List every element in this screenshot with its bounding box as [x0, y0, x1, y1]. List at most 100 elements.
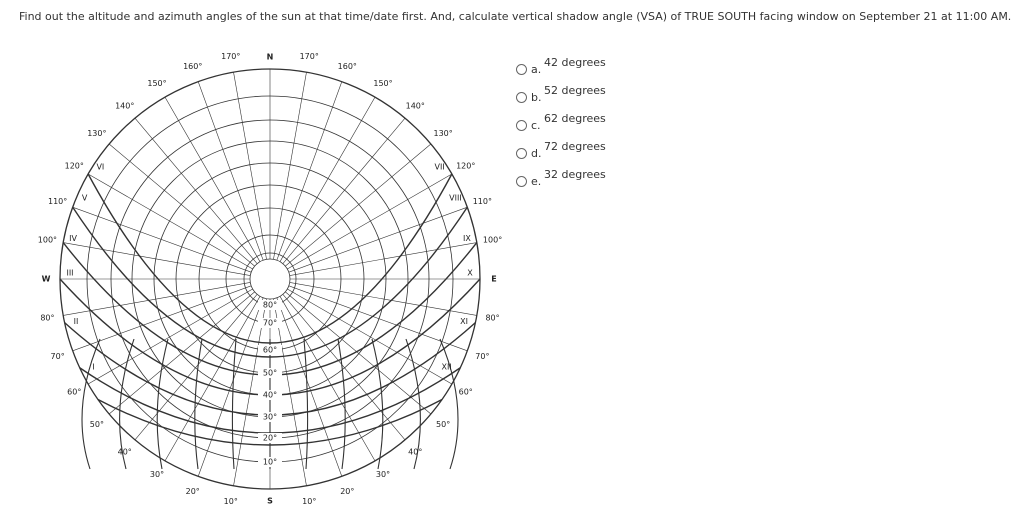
hour-line: [231, 338, 237, 470]
radio[interactable]: [516, 148, 527, 159]
azimuth-line: [63, 242, 251, 276]
azimuth-line: [233, 72, 267, 260]
azimuth-label: 150°: [147, 79, 166, 88]
altitude-label: 60°: [263, 346, 277, 355]
azimuth-line: [108, 291, 255, 415]
azimuth-line: [134, 117, 258, 264]
month-label: X: [467, 269, 473, 278]
azimuth-line: [285, 291, 432, 415]
option-letter: c.: [531, 119, 541, 132]
azimuth-label: 60°: [459, 388, 473, 397]
azimuth-label: 160°: [183, 62, 202, 71]
altitude-label-bg: [258, 457, 282, 467]
azimuth-label: 140°: [115, 101, 134, 110]
azimuth-label: 150°: [373, 79, 392, 88]
zenith-ring: [249, 258, 291, 300]
hour-line: [156, 338, 169, 470]
radio[interactable]: [516, 176, 527, 187]
altitude-label-bg: [258, 345, 282, 355]
azimuth-line: [287, 288, 453, 385]
azimuth-label: 80°: [40, 314, 54, 323]
radio[interactable]: [516, 64, 527, 75]
month-label: IX: [463, 234, 471, 243]
azimuth-line: [285, 143, 432, 267]
month-label: VII: [435, 163, 445, 172]
option-letter: d.: [531, 147, 542, 160]
azimuth-line: [197, 81, 264, 261]
radio[interactable]: [516, 92, 527, 103]
azimuth-line: [279, 96, 376, 262]
azimuth-label: 110°: [48, 197, 67, 206]
option-letter: b.: [531, 91, 542, 104]
azimuth-line: [164, 96, 261, 262]
azimuth-label: 30°: [150, 470, 164, 479]
month-label: V: [82, 194, 88, 203]
azimuth-label: 40°: [118, 448, 132, 457]
hour-line: [337, 338, 346, 470]
direction-label: W: [42, 275, 51, 284]
azimuth-label: 20°: [186, 487, 200, 496]
azimuth-line: [288, 285, 468, 352]
direction-label: S: [267, 497, 273, 506]
question: Find out the altitude and azimuth angles…: [19, 10, 1012, 23]
month-label: VI: [96, 163, 104, 172]
altitude-label: 80°: [263, 301, 277, 310]
altitude-label: 20°: [263, 434, 277, 443]
altitude-label-bg: [258, 318, 282, 328]
azimuth-line: [63, 282, 251, 316]
altitude-label: 70°: [263, 319, 277, 328]
azimuth-line: [197, 297, 264, 477]
radio[interactable]: [516, 120, 527, 131]
hour-line: [194, 338, 203, 470]
hour-line: [303, 338, 309, 470]
azimuth-line: [134, 294, 258, 441]
option-text: 32 degrees: [544, 168, 606, 181]
altitude-label-bg: [258, 433, 282, 443]
azimuth-label: 50°: [90, 420, 104, 429]
altitude-label: 30°: [263, 413, 277, 422]
azimuth-line: [282, 294, 406, 441]
azimuth-label: 70°: [475, 352, 489, 361]
azimuth-line: [72, 285, 252, 352]
altitude-label: 40°: [263, 391, 277, 400]
azimuth-line: [108, 143, 255, 267]
azimuth-label: 60°: [67, 388, 81, 397]
option-text: 42 degrees: [544, 56, 606, 69]
altitude-label-bg: [258, 412, 282, 422]
azimuth-label: 10°: [302, 497, 316, 506]
azimuth-line: [233, 298, 267, 486]
azimuth-line: [87, 173, 253, 270]
month-label: IV: [69, 234, 77, 243]
azimuth-line: [72, 206, 252, 273]
azimuth-label: 130°: [433, 129, 452, 138]
azimuth-label: 20°: [340, 487, 354, 496]
azimuth-line: [273, 72, 307, 260]
azimuth-label: 80°: [485, 314, 499, 323]
azimuth-label: 120°: [65, 162, 84, 171]
azimuth-label: 40°: [408, 448, 422, 457]
azimuth-label: 100°: [38, 235, 57, 244]
azimuth-label: 120°: [456, 162, 475, 171]
hour-line: [405, 338, 421, 470]
direction-label: E: [491, 275, 496, 284]
hour-line: [81, 338, 101, 470]
azimuth-label: 110°: [473, 197, 492, 206]
azimuth-line: [289, 282, 477, 316]
option-letter: e.: [531, 175, 542, 188]
month-label: XI: [460, 317, 468, 326]
azimuth-line: [289, 242, 477, 276]
azimuth-label: 130°: [87, 129, 106, 138]
month-label: I: [92, 362, 94, 371]
month-label: VIII: [449, 194, 462, 203]
month-label: XII: [441, 362, 451, 371]
sun-path-diagram: N S W E 10° 10° 20° 20° 30° 30° 40° 40° 50° 50° 60° 60°…: [38, 52, 502, 506]
azimuth-label: 10°: [224, 497, 238, 506]
direction-label: N: [267, 53, 274, 62]
altitude-label-bg: [258, 368, 282, 378]
azimuth-label: 30°: [376, 470, 390, 479]
hour-line: [371, 338, 384, 470]
hour-line: [439, 338, 459, 470]
azimuth-label: 170°: [221, 52, 240, 61]
azimuth-label: 160°: [338, 62, 357, 71]
